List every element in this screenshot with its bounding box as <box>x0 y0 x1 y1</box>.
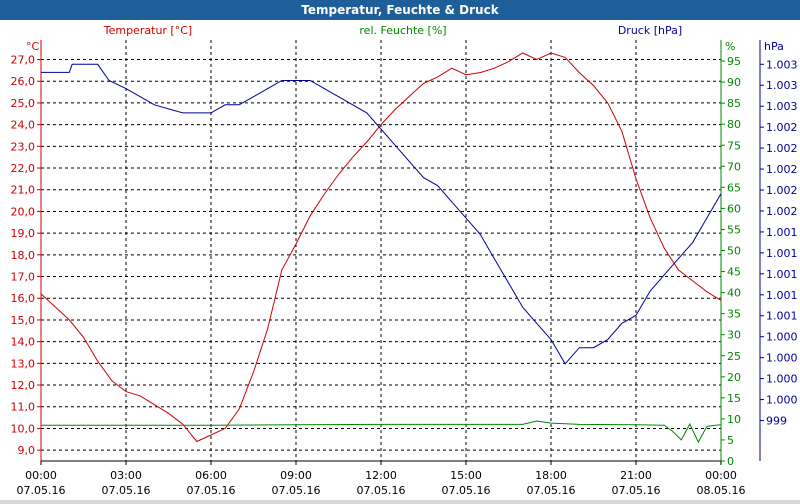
temperature-tick-label: 13,0 <box>11 357 36 370</box>
pressure-tick-label: 1.000 <box>766 331 798 344</box>
window-title: Temperatur, Feuchte & Druck <box>0 0 800 20</box>
x-tick-label-time: 00:00 <box>705 469 737 482</box>
pressure-tick-label: 1.002 <box>766 142 798 155</box>
pressure-unit-label: hPa <box>764 40 784 53</box>
humidity-tick-label: 45 <box>727 266 741 279</box>
x-tick-label-date: 07.05.16 <box>272 484 321 497</box>
pressure-tick-label: 1.001 <box>766 310 798 323</box>
humidity-tick-label: 35 <box>727 308 741 321</box>
pressure-tick-label: 1.001 <box>766 226 798 239</box>
x-tick-label-time: 06:00 <box>195 469 227 482</box>
humidity-tick-label: 95 <box>727 55 741 68</box>
temperature-tick-label: 22,0 <box>11 162 36 175</box>
x-tick-label-date: 08.05.16 <box>697 484 746 497</box>
labels: 00:00 07.05.16 03:00 07.05.16 06:00 07.05.16 0… <box>11 24 798 497</box>
x-tick-label-date: 07.05.16 <box>357 484 406 497</box>
temperature-tick-label: 12,0 <box>11 379 36 392</box>
pressure-tick-label: 1.003 <box>766 100 798 113</box>
humidity-tick-label: 55 <box>727 223 741 236</box>
temperature-tick-label: 11,0 <box>11 401 36 414</box>
humidity-tick-label: 30 <box>727 329 741 342</box>
humidity-tick-label: 10 <box>727 413 741 426</box>
humidity-tick-label: 15 <box>727 392 741 405</box>
temperature-tick-label: 20,0 <box>11 205 36 218</box>
legend-entry: Druck [hPa] <box>618 24 682 37</box>
legend-entry: rel. Feuchte [%] <box>359 24 446 37</box>
chart-svg: 00:00 07.05.16 03:00 07.05.16 06:00 07.05.16 0… <box>11 24 798 497</box>
pressure-tick-label: 1.002 <box>766 121 798 134</box>
x-tick-label-time: 03:00 <box>110 469 142 482</box>
temperature-unit-label: °C <box>26 40 40 53</box>
x-tick-label-date: 07.05.16 <box>187 484 236 497</box>
humidity-tick-label: 0 <box>727 455 734 468</box>
humidity-unit-label: % <box>725 40 735 53</box>
legend-entry: Temperatur [°C] <box>103 24 192 37</box>
humidity-tick-label: 80 <box>727 118 741 131</box>
humidity-tick-label: 60 <box>727 202 741 215</box>
humidity-tick-label: 5 <box>727 434 734 447</box>
humidity-tick-label: 40 <box>727 287 741 300</box>
temperature-tick-label: 27,0 <box>11 54 36 67</box>
humidity-tick-label: 75 <box>727 139 741 152</box>
temperature-tick-label: 19,0 <box>11 227 36 240</box>
pressure-tick-label: 1.001 <box>766 268 798 281</box>
temperature-tick-label: 16,0 <box>11 292 36 305</box>
x-tick-label-time: 09:00 <box>280 469 312 482</box>
temperature-tick-label: 23,0 <box>11 140 36 153</box>
humidity-tick-label: 50 <box>727 245 741 258</box>
pressure-tick-label: 1.000 <box>766 352 798 365</box>
pressure-tick-label: 1.003 <box>766 79 798 92</box>
x-tick-label-date: 07.05.16 <box>102 484 151 497</box>
temperature-tick-label: 25,0 <box>11 97 36 110</box>
temperature-line <box>40 52 722 443</box>
temperature-tick-label: 24,0 <box>11 119 36 132</box>
pressure-line <box>41 63 722 365</box>
humidity-line <box>41 420 722 444</box>
x-tick-label-date: 07.05.16 <box>612 484 661 497</box>
x-tick-label-time: 18:00 <box>535 469 567 482</box>
x-tick-label-time: 21:00 <box>620 469 652 482</box>
x-tick-label-date: 07.05.16 <box>17 484 66 497</box>
pressure-tick-label: 1.001 <box>766 289 798 302</box>
x-tick-label-time: 00:00 <box>25 469 57 482</box>
humidity-tick-label: 20 <box>727 371 741 384</box>
pressure-tick-label: 999 <box>766 415 787 428</box>
temperature-tick-label: 9,0 <box>18 444 36 457</box>
pressure-tick-label: 1.002 <box>766 184 798 197</box>
temperature-tick-label: 26,0 <box>11 75 36 88</box>
pressure-tick-label: 1.001 <box>766 247 798 260</box>
pressure-tick-label: 1.003 <box>766 58 798 71</box>
humidity-tick-label: 25 <box>727 350 741 363</box>
temperature-tick-label: 17,0 <box>11 271 36 284</box>
x-tick-label-time: 12:00 <box>365 469 397 482</box>
humidity-tick-label: 70 <box>727 160 741 173</box>
temperature-tick-label: 14,0 <box>11 336 36 349</box>
humidity-tick-label: 90 <box>727 76 741 89</box>
humidity-tick-label: 65 <box>727 181 741 194</box>
pressure-tick-label: 1.000 <box>766 373 798 386</box>
temperature-tick-label: 10,0 <box>11 422 36 435</box>
x-tick-label-date: 07.05.16 <box>442 484 491 497</box>
x-tick-label-date: 07.05.16 <box>527 484 576 497</box>
pressure-tick-label: 1.000 <box>766 394 798 407</box>
temperature-tick-label: 15,0 <box>11 314 36 327</box>
humidity-tick-label: 85 <box>727 97 741 110</box>
pressure-tick-label: 1.002 <box>766 163 798 176</box>
chart-area: 00:00 07.05.16 03:00 07.05.16 06:00 07.05.16 0… <box>0 20 800 500</box>
temperature-tick-label: 21,0 <box>11 184 36 197</box>
x-tick-label-time: 15:00 <box>450 469 482 482</box>
temperature-tick-label: 18,0 <box>11 249 36 262</box>
pressure-tick-label: 1.002 <box>766 205 798 218</box>
series <box>40 52 722 444</box>
axes <box>37 40 764 465</box>
